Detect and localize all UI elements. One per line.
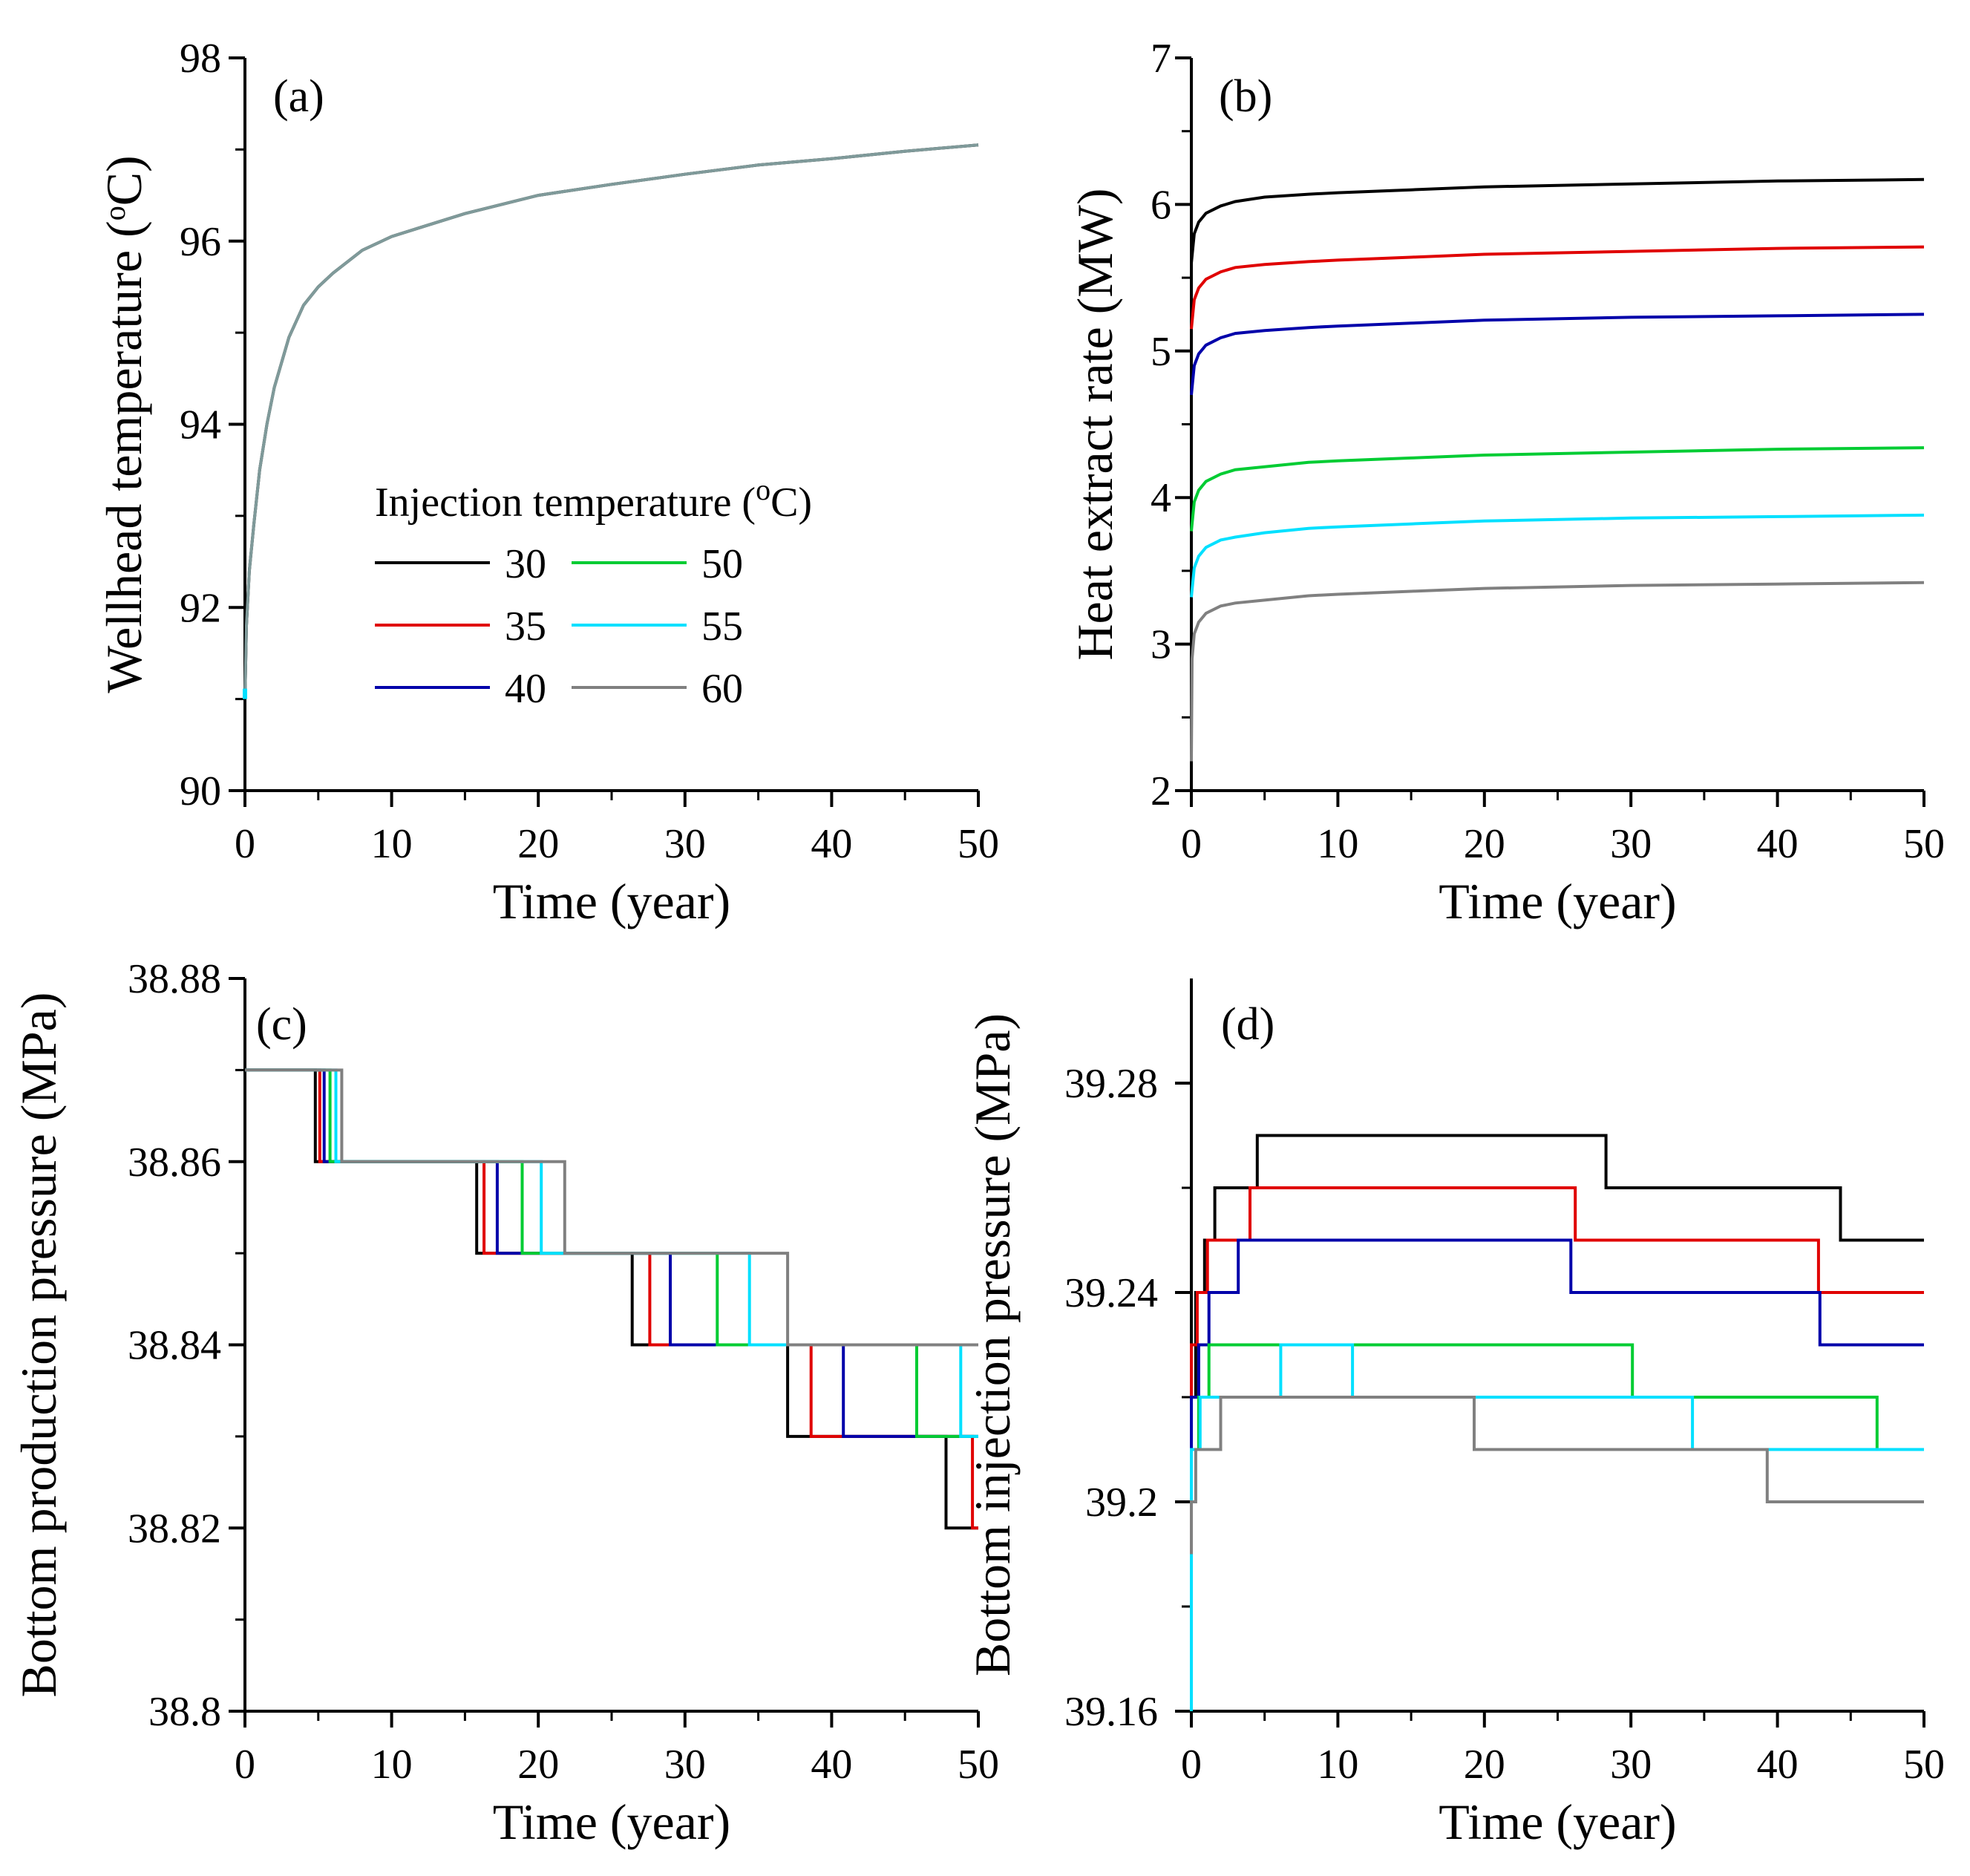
y-tick-label-a: 90	[180, 768, 221, 814]
legend-label-60: 60	[701, 666, 743, 712]
y-tick-label-d: 39.2	[1085, 1480, 1158, 1526]
x-tick-label-b: 50	[1903, 821, 1945, 867]
panel-label-b: (b)	[1219, 71, 1272, 122]
panel-c: 0 10 20 30 40 50 38.8 38.82 38.84 38.86 38.88 Time …	[10, 956, 999, 1850]
y-tick-label-d: 39.28	[1064, 1061, 1158, 1107]
y-axis-title-b: Heat extract rate (MW)	[1067, 188, 1123, 660]
y-tick-label-a: 96	[180, 219, 221, 265]
x-tick-label-c: 0	[235, 1742, 255, 1788]
x-tick-label-d: 0	[1181, 1742, 1202, 1788]
panel-label-c: (c)	[256, 999, 307, 1050]
y-axis-title-a-post: C)	[96, 155, 152, 206]
y-axis-title-c: Bottom production pressure (MPa)	[10, 993, 67, 1698]
x-tick-label-d: 20	[1464, 1742, 1505, 1788]
y-tick-label-c: 38.88	[128, 956, 221, 1002]
y-axis-title-a-pre: Wellhead temperature (	[96, 220, 152, 693]
legend-label-50: 50	[701, 541, 743, 587]
x-tick-label-a: 10	[371, 821, 413, 867]
y-tick-label-b: 4	[1151, 475, 1171, 521]
y-tick-label-a: 94	[180, 402, 221, 448]
series-line-c-60	[245, 1068, 978, 1347]
legend-title-post: C)	[770, 480, 812, 526]
x-tick-label-a: 0	[235, 821, 255, 867]
x-axis-title-a: Time (year)	[493, 873, 730, 929]
series-line-b-30	[1190, 177, 1925, 264]
series-line-a-30	[243, 143, 979, 699]
series-line-a-60	[243, 143, 979, 699]
x-tick-label-b: 40	[1757, 821, 1799, 867]
panel-a: 0 10 20 30 40 50 90 92 94 96 98 Time (year) Wellhead…	[96, 36, 999, 929]
series-line-d-60	[1190, 1396, 1924, 1555]
y-tick-label-b: 7	[1151, 36, 1171, 82]
y-tick-label-b: 2	[1151, 768, 1171, 814]
x-axis-title-c: Time (year)	[493, 1794, 730, 1850]
panel-label-a: (a)	[273, 71, 324, 122]
legend-title-pre: Injection temperature (	[375, 480, 756, 526]
x-tick-label-a: 40	[811, 821, 852, 867]
x-tick-label-b: 10	[1317, 821, 1358, 867]
y-tick-label-c: 38.86	[128, 1140, 221, 1186]
series-line-c-30	[245, 1068, 978, 1530]
panel-b: 0 10 20 30 40 50 2 3 4 5 6 7 Time (year) Heat extract…	[1067, 36, 1945, 929]
x-tick-label-c: 20	[517, 1742, 559, 1788]
x-axis-title-b: Time (year)	[1439, 873, 1676, 929]
y-tick-label-a: 98	[180, 36, 221, 82]
series-line-b-60	[1190, 581, 1925, 762]
series-line-b-40	[1190, 313, 1925, 396]
series-line-c-35	[245, 1068, 978, 1530]
x-tick-label-a: 20	[517, 821, 559, 867]
y-tick-label-b: 5	[1151, 329, 1171, 375]
legend-label-35: 35	[505, 604, 546, 650]
series-line-d-30	[1190, 1134, 1924, 1502]
x-tick-label-b: 0	[1181, 821, 1202, 867]
x-tick-label-d: 50	[1903, 1742, 1945, 1788]
legend-title: Injection temperature (oC)	[375, 473, 812, 526]
x-tick-label-d: 30	[1610, 1742, 1652, 1788]
x-tick-label-c: 40	[811, 1742, 852, 1788]
x-tick-label-c: 30	[664, 1742, 706, 1788]
series-line-b-55	[1190, 513, 1925, 598]
x-tick-label-b: 20	[1464, 821, 1505, 867]
y-tick-label-b: 3	[1151, 622, 1171, 668]
legend-label-40: 40	[505, 666, 546, 712]
panel-d: 0 10 20 30 40 50 39.16 39.2 39.24 39.28 Time (year…	[964, 978, 1945, 1850]
y-axis-title-a-sup: o	[98, 206, 131, 220]
legend-title-sup: o	[756, 473, 770, 506]
series-line-b-50	[1190, 446, 1925, 532]
x-tick-label-d: 10	[1317, 1742, 1358, 1788]
series-line-d-50	[1190, 1343, 1924, 1502]
y-tick-label-d: 39.24	[1064, 1270, 1158, 1316]
y-tick-label-c: 38.84	[128, 1323, 221, 1369]
x-tick-label-c: 50	[958, 1742, 999, 1788]
x-tick-label-c: 10	[371, 1742, 413, 1788]
legend-label-55: 55	[701, 604, 743, 650]
x-axis-title-d: Time (year)	[1439, 1794, 1676, 1850]
y-tick-label-c: 38.8	[148, 1689, 221, 1735]
panel-label-d: (d)	[1221, 999, 1274, 1050]
series-line-b-35	[1190, 245, 1925, 330]
y-axis-title-a: Wellhead temperature (oC)	[96, 155, 152, 693]
x-tick-label-a: 50	[958, 821, 999, 867]
x-tick-label-b: 30	[1610, 821, 1652, 867]
y-axis-title-d: Bottom injection pressure (MPa)	[964, 1013, 1021, 1676]
y-tick-label-d: 39.16	[1064, 1689, 1158, 1735]
start-marker-a	[243, 688, 247, 699]
x-tick-label-d: 40	[1757, 1742, 1799, 1788]
y-tick-label-c: 38.82	[128, 1506, 221, 1552]
y-tick-label-a: 92	[180, 585, 221, 631]
legend-a: Injection temperature (oC) 30 50 35 55 40 60	[375, 473, 812, 712]
y-tick-label-b: 6	[1151, 182, 1171, 228]
series-line-d-55	[1190, 1343, 1924, 1711]
series-line-d-40	[1190, 1238, 1924, 1502]
legend-label-30: 30	[505, 541, 546, 587]
x-tick-label-a: 30	[664, 821, 706, 867]
